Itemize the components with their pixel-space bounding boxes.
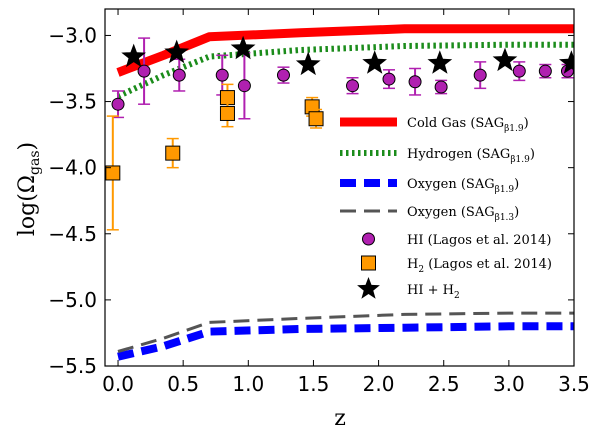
legend-item-2-label: Hydrogen (SAGβ1.9) <box>407 147 535 165</box>
legend-item-5-label-main: HI (Lagos et al. 2014) <box>407 233 551 248</box>
x-tick-label: 1.0 <box>232 372 264 396</box>
x-tick-label: 2.0 <box>363 372 395 396</box>
y-axis-label-close: ) <box>15 142 40 151</box>
x-tick-label: 0.0 <box>102 372 134 396</box>
y-tick-label: −5.5 <box>48 354 97 378</box>
x-tick-label: 0.5 <box>167 372 199 396</box>
series-7-point <box>427 50 453 74</box>
legend-item-6-label: H2 (Lagos et al. 2014) <box>407 257 552 275</box>
series-5-point <box>512 64 526 78</box>
legend-item-3-label-close: ) <box>514 177 519 192</box>
legend-item-1-label-sub: β1.9 <box>504 124 524 134</box>
series-5-point <box>237 79 251 93</box>
series-2-line <box>116 41 574 100</box>
legend-item-7-label-main: HI + H <box>407 283 454 298</box>
legend-item-5-swatch <box>362 232 375 246</box>
plot-frame <box>104 8 575 367</box>
legend-item-1-label-main: Cold Gas (SAG <box>407 116 504 131</box>
y-tick-label: −4.0 <box>48 156 97 180</box>
x-tick-label: 3.0 <box>493 372 525 396</box>
y-tick-label: −3.5 <box>48 90 97 114</box>
series-3-line <box>117 322 574 361</box>
series-5-point <box>575 74 587 86</box>
y-tick-label: −5.0 <box>48 288 97 312</box>
legend-item-4-label: Oxygen (SAGβ1.3) <box>407 205 519 223</box>
series-5-point <box>172 68 186 82</box>
series-6-point <box>105 165 121 181</box>
legend-item-7-swatch <box>357 277 380 299</box>
legend-item-7-label: HI + H2 <box>407 283 460 301</box>
series-5-point <box>473 68 487 82</box>
series-5-point <box>137 64 151 78</box>
series-5-point <box>111 97 125 111</box>
series-5-point <box>382 72 396 86</box>
legend-item-1-label: Cold Gas (SAGβ1.9) <box>407 116 529 134</box>
legend-item-6-label-main: H <box>407 257 418 272</box>
legend-item-2-label-main: Hydrogen (SAG <box>407 147 510 162</box>
x-tick-label: 1.5 <box>298 372 330 396</box>
x-tick-label: 3.5 <box>558 372 590 396</box>
legend-item-3-label: Oxygen (SAGβ1.9) <box>407 177 519 195</box>
series-5-point <box>346 79 360 93</box>
series-5-point <box>538 64 552 78</box>
series-6-point <box>308 111 324 127</box>
series-5-point <box>276 68 290 82</box>
series-7-point <box>559 50 574 74</box>
series-4-line <box>117 311 574 353</box>
series-6-point <box>165 145 181 161</box>
y-tick-label: −4.5 <box>48 222 97 246</box>
series-5-point <box>434 80 448 94</box>
legend-item-3-label-sub: β1.9 <box>495 185 515 195</box>
y-axis-label: log(Ωgas) <box>15 142 43 236</box>
series-1-line <box>116 24 574 77</box>
y-tick-label: −3.0 <box>48 23 97 47</box>
legend: Cold Gas (SAGβ1.9)Hydrogen (SAGβ1.9)Oxyg… <box>340 116 552 301</box>
legend-item-4-label-sub: β1.3 <box>495 213 515 223</box>
legend-item-5-label: HI (Lagos et al. 2014) <box>407 233 551 248</box>
legend-item-1-label-close: ) <box>524 116 529 131</box>
y-axis-label-sub: gas <box>27 150 43 175</box>
series-7-point <box>230 35 256 60</box>
legend-item-3-label-main: Oxygen (SAG <box>407 177 495 192</box>
series-7-point <box>362 50 387 74</box>
legend-item-4-label-main: Oxygen (SAG <box>407 205 495 220</box>
legend-item-4-label-close: ) <box>514 205 519 220</box>
legend-item-2-label-sub: β1.9 <box>510 155 530 165</box>
y-axis-label-main: log(Ω <box>15 175 40 236</box>
legend-item-2-label-close: ) <box>530 147 535 162</box>
series-5-point <box>215 68 229 82</box>
series-5-point <box>408 75 422 89</box>
legend-item-6-label-close: (Lagos et al. 2014) <box>424 257 552 272</box>
series-7-point <box>121 43 146 68</box>
legend-item-7-label-sub: 2 <box>454 291 460 301</box>
legend-item-6-swatch <box>361 255 376 271</box>
series-6-point <box>219 105 235 121</box>
legend-item-6-label-sub: 2 <box>418 265 424 275</box>
series-7-point <box>164 39 189 64</box>
series-7-point <box>295 51 321 76</box>
x-axis-label: z <box>334 406 346 431</box>
x-tick-label: 2.5 <box>428 372 460 396</box>
series-7-point <box>492 47 518 72</box>
